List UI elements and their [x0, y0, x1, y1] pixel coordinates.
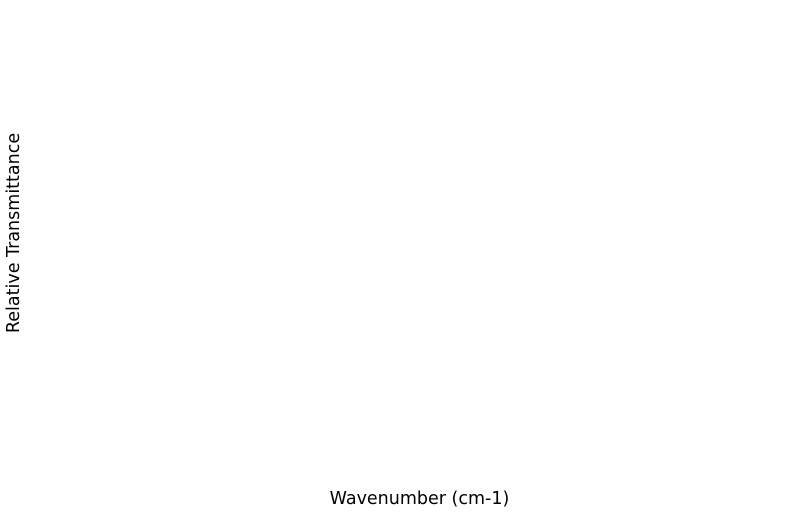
- x-axis-title: Wavenumber (cm-1): [330, 489, 510, 509]
- y-axis-title: Relative Transmittance: [4, 133, 24, 333]
